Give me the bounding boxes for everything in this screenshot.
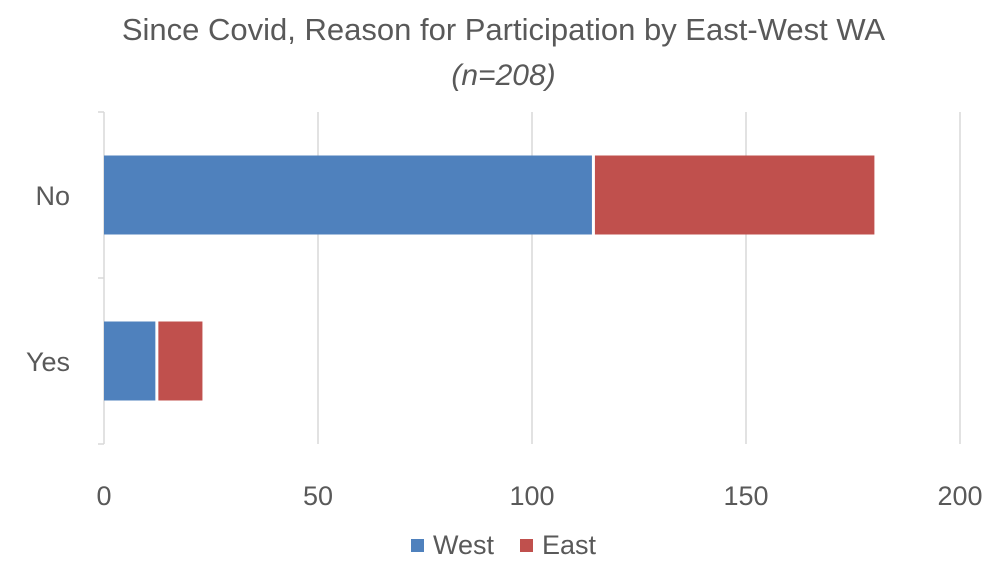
bar-west-no [104, 155, 592, 235]
x-tick-label: 100 [509, 481, 554, 511]
chart-title: Since Covid, Reason for Participation by… [121, 12, 886, 47]
legend-item-west: West [410, 528, 494, 562]
x-tick-label: 0 [96, 481, 111, 511]
legend-swatch [410, 538, 424, 552]
y-category-label: No [35, 181, 70, 211]
bar-east-yes [158, 321, 203, 401]
bar-east-no [594, 155, 875, 235]
legend-label: West [432, 530, 494, 560]
bar-west-yes [104, 321, 156, 401]
legend: West East [0, 528, 1007, 562]
legend-swatch [519, 538, 533, 552]
legend-label: East [541, 530, 597, 560]
x-tick-label: 150 [723, 481, 768, 511]
y-category-label: Yes [26, 347, 70, 377]
chart-subtitle: (n=208) [451, 59, 556, 92]
x-tick-label: 50 [303, 481, 333, 511]
x-tick-label: 200 [937, 481, 982, 511]
legend-item-east: East [519, 528, 597, 562]
